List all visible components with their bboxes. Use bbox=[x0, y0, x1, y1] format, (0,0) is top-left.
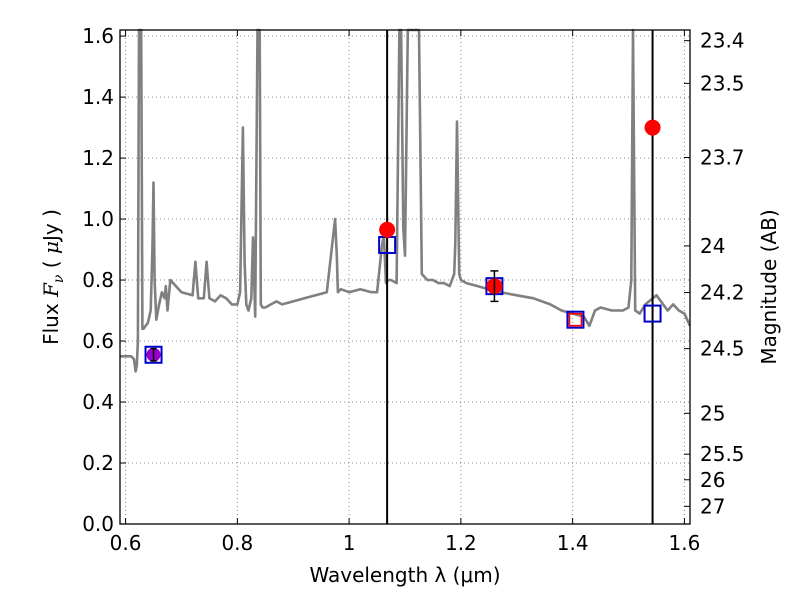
model-square bbox=[566, 310, 585, 329]
x-tick-label: 1.4 bbox=[557, 531, 589, 555]
magnitude-tick-label: 24.5 bbox=[700, 337, 745, 361]
model-square bbox=[144, 345, 163, 364]
photometry-point bbox=[644, 119, 661, 136]
magnitude-tick-label: 23.4 bbox=[700, 29, 745, 53]
x-tick-label: 0.8 bbox=[221, 531, 253, 555]
photometry-point bbox=[379, 221, 396, 238]
magnitude-tick-label: 25 bbox=[700, 401, 725, 425]
spectrum-line bbox=[120, 28, 692, 373]
plot-frame bbox=[119, 29, 691, 525]
y-axis-title-subscript: ν bbox=[51, 274, 67, 283]
magnitude-tick-label: 27 bbox=[700, 494, 725, 518]
x-tick-label: 1.2 bbox=[445, 531, 477, 555]
magnitude-tick-label: 23.5 bbox=[700, 71, 745, 95]
magnitude-tick-label: 26 bbox=[700, 468, 725, 492]
y-tick-label: 0.6 bbox=[82, 329, 114, 353]
y-tick-label: 0.8 bbox=[82, 268, 114, 292]
vertical-lines-layer bbox=[386, 30, 654, 524]
magnitude-tick-label: 23.7 bbox=[700, 145, 745, 169]
x-axis-title: Wavelength λ (μm) bbox=[309, 563, 500, 587]
y-tick-label: 0.2 bbox=[82, 451, 114, 475]
right-axis-title: Magnitude (AB) bbox=[757, 209, 781, 364]
red-square bbox=[568, 312, 583, 327]
y-tick-label: 1.0 bbox=[82, 207, 114, 231]
y-tick-label: 0.4 bbox=[82, 390, 114, 414]
y-axis-title-unit: ( bbox=[39, 254, 63, 275]
magnitude-tick-label: 25.5 bbox=[700, 442, 745, 466]
x-tick-label: 0.6 bbox=[110, 531, 142, 555]
ticks-layer: 0.6 0.8 1 1.2 1.4 1.6 0.0 0.2 0.4 0.6 0.8 1.0 1.2 1.4… bbox=[82, 24, 744, 555]
y-axis-title: Flux Fν ( μJy ) bbox=[39, 209, 67, 345]
y-axis-title-prefix: Flux bbox=[39, 297, 63, 345]
markers-layer bbox=[144, 119, 662, 364]
magnitude-tick-label: 24 bbox=[700, 234, 725, 258]
model-square bbox=[643, 304, 662, 323]
y-tick-label: 1.2 bbox=[82, 146, 114, 170]
x-tick-label: 1 bbox=[343, 531, 356, 555]
y-axis-title-symbol: F bbox=[39, 282, 63, 298]
y-axis-title-mu: μ bbox=[39, 241, 63, 254]
x-tick-label: 1.6 bbox=[669, 531, 701, 555]
y-axis-title-jy: Jy ) bbox=[39, 209, 63, 243]
spectrum-layer bbox=[120, 28, 692, 373]
y-tick-label: 1.4 bbox=[82, 85, 114, 109]
y-tick-label: 0.0 bbox=[82, 512, 114, 536]
magnitude-tick-label: 24.2 bbox=[700, 281, 745, 305]
y-tick-label: 1.6 bbox=[82, 24, 114, 48]
